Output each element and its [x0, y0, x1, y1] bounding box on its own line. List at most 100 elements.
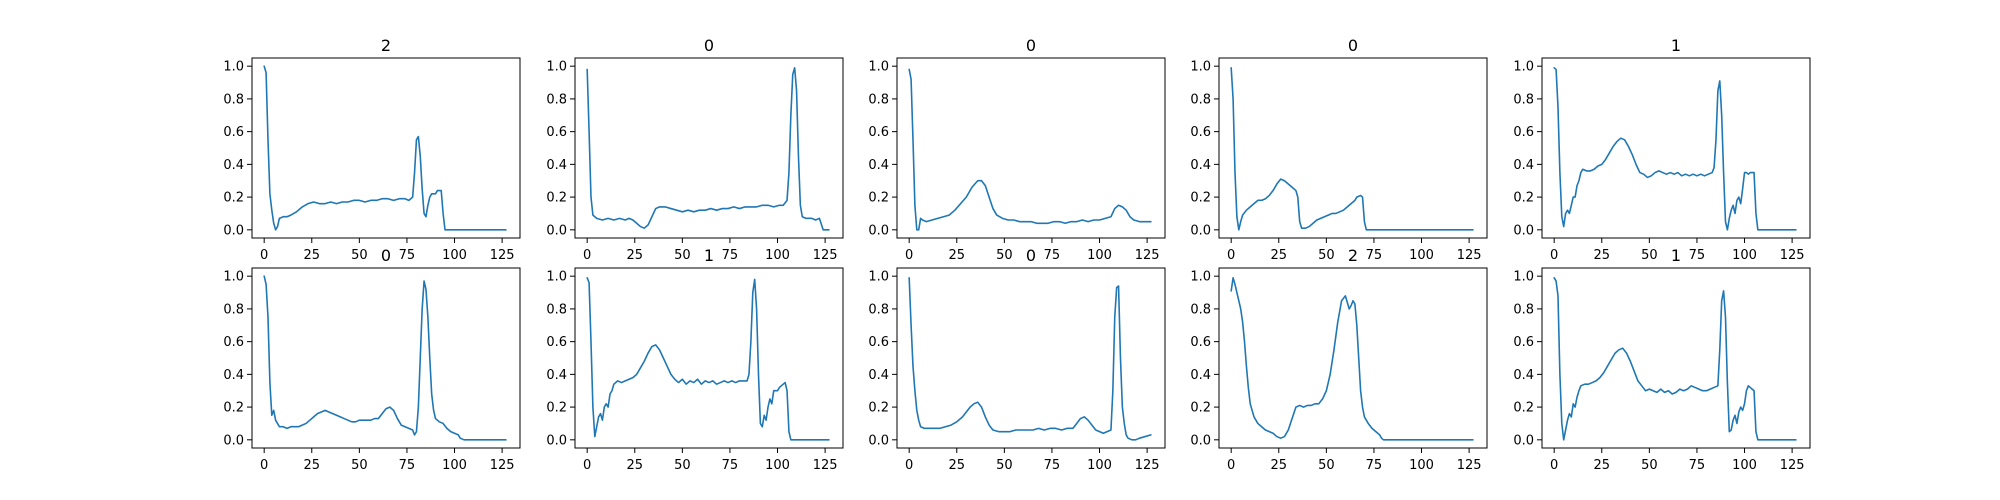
- subplot-title: 0: [381, 246, 391, 265]
- series-line: [263, 65, 507, 231]
- x-tick-label: 75: [399, 248, 416, 263]
- x-tick-label: 125: [1780, 458, 1805, 473]
- x-tick-label: 75: [1366, 248, 1383, 263]
- y-tick-label: 0.2: [868, 401, 889, 416]
- subplot-4: 0 25 50 75 100 125 0.0 0.2 0.4 0.6 0.8 1.0 0: [1190, 36, 1488, 263]
- x-tick-label: 0: [260, 248, 268, 263]
- x-tick-label: 125: [813, 248, 838, 263]
- x-tick-label: 0: [1550, 248, 1558, 263]
- y-tick-label: 1.0: [223, 60, 244, 75]
- x-tick-label: 75: [1689, 458, 1706, 473]
- y-tick-label: 0.6: [868, 125, 889, 140]
- subplot-8: 0 25 50 75 100 125 0.0 0.2 0.4 0.6 0.8 1.0 0: [868, 246, 1166, 473]
- x-tick-label: 0: [1227, 458, 1235, 473]
- x-tick-label: 125: [490, 458, 515, 473]
- x-tick-label: 25: [303, 248, 320, 263]
- x-tick-label: 50: [351, 248, 368, 263]
- y-tick-label: 0.6: [546, 335, 567, 350]
- x-tick-label: 25: [626, 458, 643, 473]
- x-tick-label: 50: [1641, 458, 1658, 473]
- x-tick-label: 100: [1732, 458, 1757, 473]
- y-tick-label: 1.0: [1513, 60, 1534, 75]
- x-tick-label: 75: [1044, 458, 1061, 473]
- x-tick-label: 125: [1457, 248, 1482, 263]
- subplot-title: 1: [1671, 36, 1681, 55]
- x-tick-label: 50: [351, 458, 368, 473]
- x-tick-label: 125: [1457, 458, 1482, 473]
- y-tick-label: 0.6: [1513, 335, 1534, 350]
- x-tick-label: 125: [490, 248, 515, 263]
- x-tick-label: 100: [1409, 458, 1434, 473]
- x-tick-label: 25: [1270, 458, 1287, 473]
- series-line: [1230, 277, 1474, 441]
- subplot-title: 0: [1348, 36, 1358, 55]
- y-tick-label: 1.0: [868, 270, 889, 285]
- x-tick-label: 100: [765, 248, 790, 263]
- axes-frame: [574, 267, 844, 449]
- subplot-title: 2: [381, 36, 391, 55]
- x-tick-label: 125: [1135, 248, 1160, 263]
- x-tick-label: 25: [948, 458, 965, 473]
- y-tick-label: 0.0: [546, 433, 567, 448]
- y-tick-label: 0.8: [223, 92, 244, 107]
- y-tick-label: 1.0: [1513, 270, 1534, 285]
- y-tick-label: 0.2: [1190, 191, 1211, 206]
- axes-frame: [1218, 57, 1488, 239]
- x-tick-label: 100: [765, 458, 790, 473]
- subplot-5: 0 25 50 75 100 125 0.0 0.2 0.4 0.6 0.8 1.0 1: [1513, 36, 1811, 263]
- series-line: [1553, 277, 1797, 441]
- subplot-2: 0 25 50 75 100 125 0.0 0.2 0.4 0.6 0.8 1.0 0: [546, 36, 844, 263]
- y-tick-label: 0.4: [868, 368, 889, 383]
- x-tick-label: 125: [1135, 458, 1160, 473]
- x-tick-label: 75: [1366, 458, 1383, 473]
- y-tick-label: 0.2: [223, 401, 244, 416]
- x-tick-label: 100: [1087, 458, 1112, 473]
- y-tick-label: 0.8: [223, 302, 244, 317]
- x-tick-label: 0: [583, 248, 591, 263]
- series-line: [586, 277, 830, 441]
- y-tick-label: 0.4: [546, 158, 567, 173]
- subplot-title: 1: [1671, 246, 1681, 265]
- x-tick-label: 100: [1087, 248, 1112, 263]
- x-tick-label: 0: [1550, 458, 1558, 473]
- x-tick-label: 25: [303, 458, 320, 473]
- x-tick-label: 0: [905, 458, 913, 473]
- x-tick-label: 75: [1689, 248, 1706, 263]
- y-tick-label: 0.6: [223, 125, 244, 140]
- subplot-1: 0 25 50 75 100 125 0.0 0.2 0.4 0.6 0.8 1.0 2: [223, 36, 521, 263]
- series-line: [1553, 67, 1797, 231]
- y-tick-label: 0.4: [223, 368, 244, 383]
- series-line: [908, 277, 1152, 441]
- x-tick-label: 75: [1044, 248, 1061, 263]
- x-tick-label: 50: [996, 458, 1013, 473]
- axes-frame: [574, 57, 844, 239]
- y-tick-label: 0.4: [868, 158, 889, 173]
- subplot-3: 0 25 50 75 100 125 0.0 0.2 0.4 0.6 0.8 1.0 0: [868, 36, 1166, 263]
- y-tick-label: 1.0: [868, 60, 889, 75]
- axes-frame: [1541, 57, 1811, 239]
- x-tick-label: 50: [674, 248, 691, 263]
- axes-frame: [1218, 267, 1488, 449]
- series-line: [908, 68, 1152, 231]
- y-tick-label: 0.8: [1513, 92, 1534, 107]
- x-tick-label: 75: [399, 458, 416, 473]
- y-tick-label: 0.2: [1190, 401, 1211, 416]
- x-tick-label: 0: [583, 458, 591, 473]
- x-tick-label: 0: [1227, 248, 1235, 263]
- y-tick-label: 0.4: [1190, 158, 1211, 173]
- x-tick-label: 50: [996, 248, 1013, 263]
- subplot-9: 0 25 50 75 100 125 0.0 0.2 0.4 0.6 0.8 1.0 2: [1190, 246, 1488, 473]
- y-tick-label: 0.6: [1513, 125, 1534, 140]
- y-tick-label: 0.8: [546, 92, 567, 107]
- y-tick-label: 0.4: [223, 158, 244, 173]
- y-tick-label: 1.0: [1190, 60, 1211, 75]
- y-tick-label: 0.0: [223, 223, 244, 238]
- y-tick-label: 0.0: [1190, 223, 1211, 238]
- y-tick-label: 0.6: [546, 125, 567, 140]
- y-tick-label: 0.4: [1190, 368, 1211, 383]
- y-tick-label: 0.2: [1513, 191, 1534, 206]
- y-tick-label: 0.2: [223, 191, 244, 206]
- x-tick-label: 125: [1780, 248, 1805, 263]
- x-tick-label: 100: [1732, 248, 1757, 263]
